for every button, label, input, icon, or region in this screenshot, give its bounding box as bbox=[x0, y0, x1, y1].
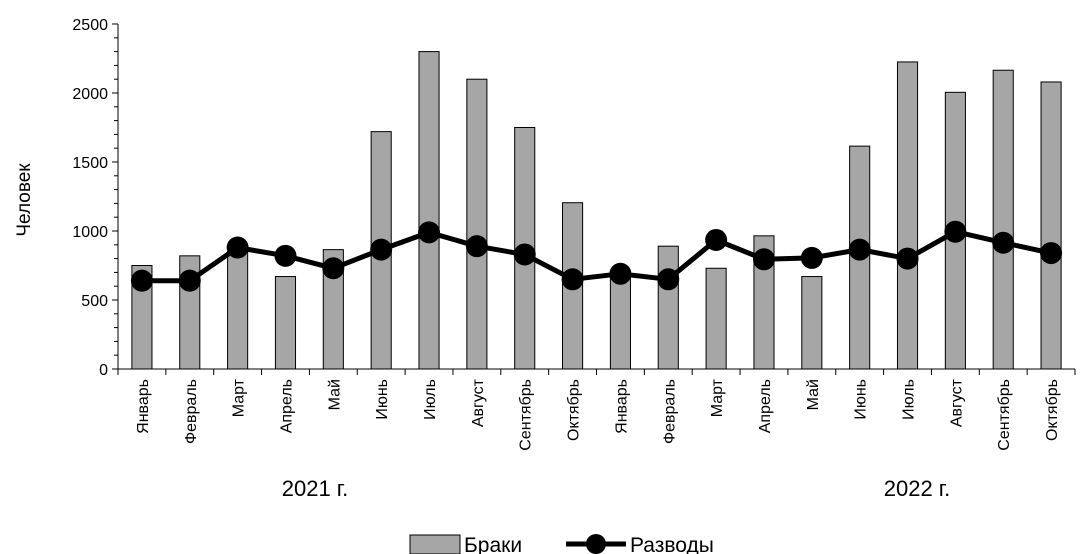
year-group-labels: 2021 г. 2022 г. bbox=[282, 476, 951, 501]
line-point bbox=[800, 246, 823, 269]
line-point bbox=[322, 257, 345, 280]
line-point bbox=[992, 231, 1015, 254]
x-tick-label: Август bbox=[948, 378, 965, 427]
bar bbox=[896, 61, 919, 370]
x-tick-label: Июль bbox=[422, 379, 439, 420]
x-tick-label: Январь bbox=[135, 379, 152, 434]
legend-bar-label: Браки bbox=[464, 534, 522, 554]
x-tick-label: Июль bbox=[901, 379, 918, 420]
line-point bbox=[226, 236, 249, 259]
line-series bbox=[130, 220, 1063, 292]
y-tick-label: 1500 bbox=[72, 155, 108, 172]
year-label: 2022 г. bbox=[884, 476, 951, 501]
line-point bbox=[944, 220, 967, 243]
x-tick-label: Май bbox=[805, 379, 822, 410]
legend-bar-swatch bbox=[409, 534, 461, 554]
bar bbox=[992, 69, 1014, 370]
x-tick-labels: Январь Февраль Март Апрель Май Июнь Июль Август… bbox=[135, 378, 1061, 450]
line-point bbox=[418, 221, 441, 244]
y-tick-label: 0 bbox=[99, 362, 108, 379]
x-tick-label: Август bbox=[470, 378, 487, 427]
line-point bbox=[848, 238, 871, 261]
y-tick-label: 2000 bbox=[72, 86, 108, 103]
bar bbox=[322, 249, 344, 370]
x-tick-label: Октябрь bbox=[1044, 379, 1061, 441]
x-tick-label: Март bbox=[231, 378, 248, 417]
x-tick-label: Январь bbox=[613, 379, 630, 434]
bar bbox=[801, 276, 823, 370]
bar bbox=[753, 235, 775, 370]
x-tick-label: Апрель bbox=[278, 379, 295, 433]
line-point bbox=[465, 235, 488, 258]
year-label: 2021 г. bbox=[282, 476, 349, 501]
line-point bbox=[130, 269, 153, 292]
legend-line-marker bbox=[586, 534, 606, 554]
bar bbox=[1040, 81, 1062, 370]
x-tick-label: Июнь bbox=[374, 379, 391, 420]
line-point bbox=[657, 268, 680, 291]
bar bbox=[418, 51, 440, 370]
x-tick-label: Сентябрь bbox=[518, 379, 535, 451]
y-axis-title: Человек bbox=[14, 163, 35, 237]
y-tick-label: 1000 bbox=[72, 224, 108, 241]
x-tick-label: Июнь bbox=[853, 379, 870, 420]
x-tick-label: Февраль bbox=[183, 379, 200, 444]
bar bbox=[466, 78, 488, 370]
axes bbox=[112, 23, 1076, 375]
bar bbox=[657, 245, 679, 370]
x-tick-label: Октябрь bbox=[566, 379, 583, 441]
legend-line-label: Разводы bbox=[630, 534, 714, 554]
y-tick-labels: 0 500 1000 1500 2000 2500 bbox=[72, 17, 108, 379]
x-tick-label: Сентябрь bbox=[996, 379, 1013, 451]
line-point bbox=[896, 247, 919, 270]
x-tick-label: Март bbox=[709, 378, 726, 417]
y-tick-label: 500 bbox=[81, 293, 108, 310]
line-point bbox=[274, 244, 297, 267]
line-point bbox=[178, 269, 201, 292]
bars-series bbox=[131, 51, 1062, 370]
legend: Браки Разводы bbox=[409, 534, 714, 554]
line-point bbox=[705, 228, 728, 251]
line-point bbox=[1040, 242, 1063, 265]
x-tick-label: Май bbox=[326, 379, 343, 410]
x-tick-label: Апрель bbox=[757, 379, 774, 433]
bar bbox=[609, 273, 631, 370]
y-tick-label: 2500 bbox=[72, 17, 108, 34]
bar bbox=[705, 267, 727, 370]
x-tick-label: Февраль bbox=[661, 379, 678, 444]
bar bbox=[227, 247, 249, 370]
line-point bbox=[609, 262, 632, 285]
line-point bbox=[752, 248, 775, 271]
line-point bbox=[370, 238, 393, 261]
line-point bbox=[561, 268, 584, 291]
bar bbox=[131, 265, 153, 370]
bar bbox=[274, 276, 297, 370]
line-point bbox=[513, 243, 536, 266]
